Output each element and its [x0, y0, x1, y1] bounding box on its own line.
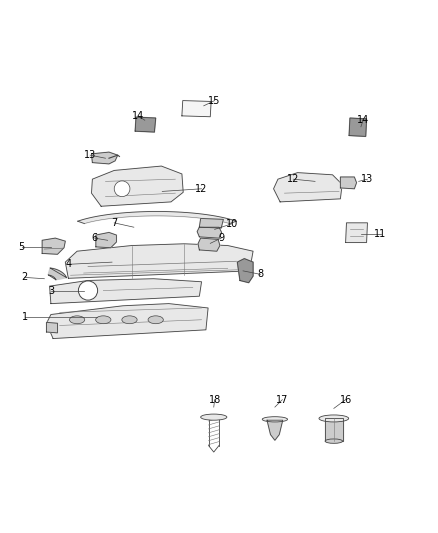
Polygon shape: [96, 232, 117, 248]
Text: 11: 11: [374, 229, 387, 239]
Ellipse shape: [70, 316, 85, 324]
Text: 13: 13: [361, 174, 374, 184]
Text: 2: 2: [21, 272, 28, 282]
Text: 17: 17: [276, 394, 289, 405]
Polygon shape: [274, 173, 342, 202]
Polygon shape: [92, 166, 183, 206]
Ellipse shape: [148, 316, 163, 324]
Text: 16: 16: [339, 394, 352, 405]
Polygon shape: [46, 304, 208, 338]
Polygon shape: [78, 212, 236, 223]
Text: 15: 15: [208, 95, 221, 106]
Text: 12: 12: [287, 174, 300, 184]
Text: 14: 14: [132, 111, 145, 121]
Text: 9: 9: [218, 233, 224, 243]
Circle shape: [114, 181, 130, 197]
Polygon shape: [49, 279, 201, 304]
Polygon shape: [65, 244, 253, 278]
Polygon shape: [199, 219, 223, 228]
Text: 8: 8: [258, 269, 264, 279]
Polygon shape: [325, 418, 343, 441]
Polygon shape: [237, 259, 253, 282]
Circle shape: [78, 281, 98, 300]
Polygon shape: [340, 177, 357, 189]
Polygon shape: [48, 268, 67, 280]
Ellipse shape: [201, 414, 227, 420]
Polygon shape: [92, 152, 118, 164]
Polygon shape: [197, 227, 222, 238]
Polygon shape: [46, 322, 57, 333]
Ellipse shape: [319, 415, 349, 422]
Text: 13: 13: [84, 150, 96, 160]
Text: 3: 3: [48, 286, 54, 295]
Text: 4: 4: [65, 260, 71, 269]
Text: 10: 10: [226, 219, 238, 229]
Text: 12: 12: [195, 184, 208, 194]
Polygon shape: [346, 223, 367, 243]
Polygon shape: [182, 101, 211, 117]
Polygon shape: [267, 420, 283, 440]
Text: 14: 14: [357, 115, 369, 125]
Text: 5: 5: [18, 242, 25, 252]
Text: 6: 6: [92, 233, 98, 243]
Polygon shape: [135, 117, 155, 132]
Polygon shape: [198, 238, 220, 251]
Text: 1: 1: [21, 312, 28, 322]
Ellipse shape: [262, 417, 288, 422]
Ellipse shape: [95, 316, 111, 324]
Ellipse shape: [325, 439, 343, 443]
Text: 7: 7: [111, 218, 117, 228]
Ellipse shape: [122, 316, 137, 324]
Text: 18: 18: [208, 394, 221, 405]
Polygon shape: [349, 118, 367, 136]
Polygon shape: [42, 238, 65, 254]
